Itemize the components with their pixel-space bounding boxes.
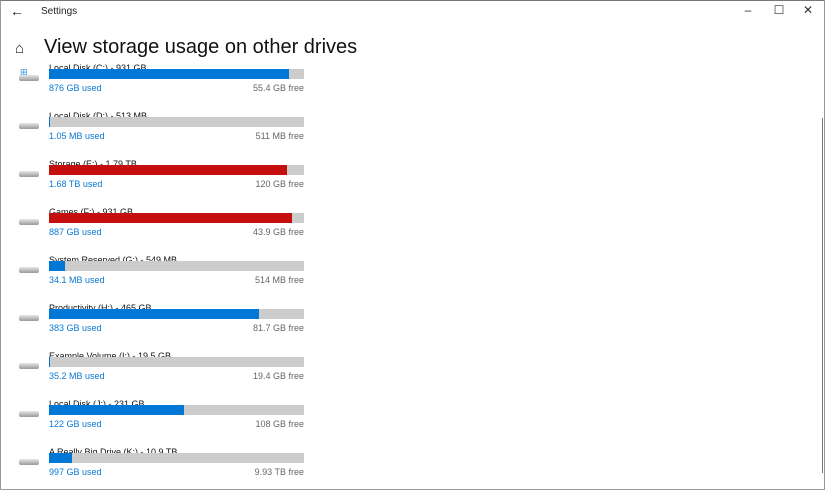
used-text: 997 GB used [49, 467, 102, 477]
drive-name: Example Volume (I:) - 19.5 GB [49, 351, 172, 361]
usage-bar [49, 165, 304, 175]
usage-bar [49, 261, 304, 271]
usage-bar-fill [49, 165, 288, 175]
home-icon[interactable]: ⌂ [15, 40, 25, 57]
free-text: 514 MB free [254, 275, 304, 285]
usage-bar [49, 213, 304, 223]
usage-bar-fill [49, 357, 50, 367]
usage-bar [49, 405, 304, 415]
system-drive-icon: ⊞ [19, 67, 39, 81]
drive-name: Games (F:) - 931 GB [49, 207, 134, 217]
drive-item[interactable]: ⊞ Local Disk (C:) - 931 GB 876 GB used 5… [0, 63, 320, 111]
drive-item[interactable]: Local Disk (J:) - 231 GB 122 GB used 108… [0, 399, 320, 447]
drive-item[interactable]: Example Volume (I:) - 19.5 GB 35.2 MB us… [0, 351, 320, 399]
used-text: 876 GB used [49, 83, 102, 93]
maximize-icon[interactable]: ☐ [773, 3, 785, 17]
used-text: 383 GB used [49, 323, 102, 333]
drive-icon [19, 121, 39, 129]
free-text: 511 MB free [255, 131, 304, 141]
used-text: 35.2 MB used [49, 371, 105, 381]
drive-icon [19, 457, 39, 465]
free-text: 81.7 GB free [252, 323, 304, 333]
drive-item[interactable]: Local Disk (D:) - 513 MB 1.05 MB used 51… [0, 111, 320, 159]
drive-icon [19, 169, 39, 177]
usage-bar [49, 357, 304, 367]
usage-bar [49, 453, 304, 463]
drive-item[interactable]: A Really Big Drive (K:) - 10.9 TB 997 GB… [0, 447, 320, 495]
free-text: 9.93 TB free [254, 467, 304, 477]
free-text: 120 GB free [255, 179, 304, 189]
app-title: Settings [41, 6, 78, 17]
drive-item[interactable]: Games (F:) - 931 GB 887 GB used 43.9 GB … [0, 207, 320, 255]
drive-name: System Reserved (G:) - 549 MB [49, 255, 178, 265]
usage-bar-fill [49, 405, 184, 415]
drive-name: Local Disk (D:) - 513 MB [49, 111, 148, 121]
usage-bar-fill [49, 261, 65, 271]
used-text: 887 GB used [49, 227, 102, 237]
free-text: 55.4 GB free [252, 83, 304, 93]
usage-bar-fill [49, 117, 50, 127]
drive-name: A Really Big Drive (K:) - 10.9 TB [49, 447, 178, 457]
used-text: 34.1 MB used [49, 275, 105, 285]
usage-bar-fill [49, 453, 72, 463]
drive-name: Local Disk (C:) - 931 GB [49, 63, 147, 73]
close-icon[interactable]: ✕ [802, 3, 814, 17]
usage-bar-fill [49, 69, 289, 79]
usage-bar [49, 69, 304, 79]
free-text: 43.9 GB free [252, 227, 304, 237]
drive-name: Local Disk (J:) - 231 GB [49, 399, 145, 409]
usage-bar [49, 117, 304, 127]
minimize-icon[interactable]: – [744, 3, 752, 17]
drive-name: Productivity (H:) - 465 GB [49, 303, 152, 313]
usage-bar [49, 309, 304, 319]
drive-item[interactable]: Productivity (H:) - 465 GB 383 GB used 8… [0, 303, 320, 351]
drive-name: Storage (E:) - 1.79 TB [49, 159, 137, 169]
drive-item[interactable]: Storage (E:) - 1.79 TB 1.68 TB used 120 … [0, 159, 320, 207]
title-bar: ← Settings – ☐ ✕ [0, 0, 825, 24]
free-text: 19.4 GB free [252, 371, 304, 381]
scrollbar[interactable] [822, 118, 823, 473]
free-text: 108 GB free [255, 419, 304, 429]
drive-icon [19, 313, 39, 321]
drive-icon [19, 265, 39, 273]
page-title: View storage usage on other drives [44, 36, 358, 58]
drive-item[interactable]: System Reserved (G:) - 549 MB 34.1 MB us… [0, 255, 320, 303]
drive-icon [19, 217, 39, 225]
used-text: 1.68 TB used [49, 179, 103, 189]
back-arrow-icon[interactable]: ← [10, 3, 24, 19]
used-text: 1.05 MB used [49, 131, 105, 141]
usage-bar-fill [49, 213, 292, 223]
drive-icon [19, 409, 39, 417]
used-text: 122 GB used [49, 419, 102, 429]
usage-bar-fill [49, 309, 260, 319]
drive-icon [19, 361, 39, 369]
